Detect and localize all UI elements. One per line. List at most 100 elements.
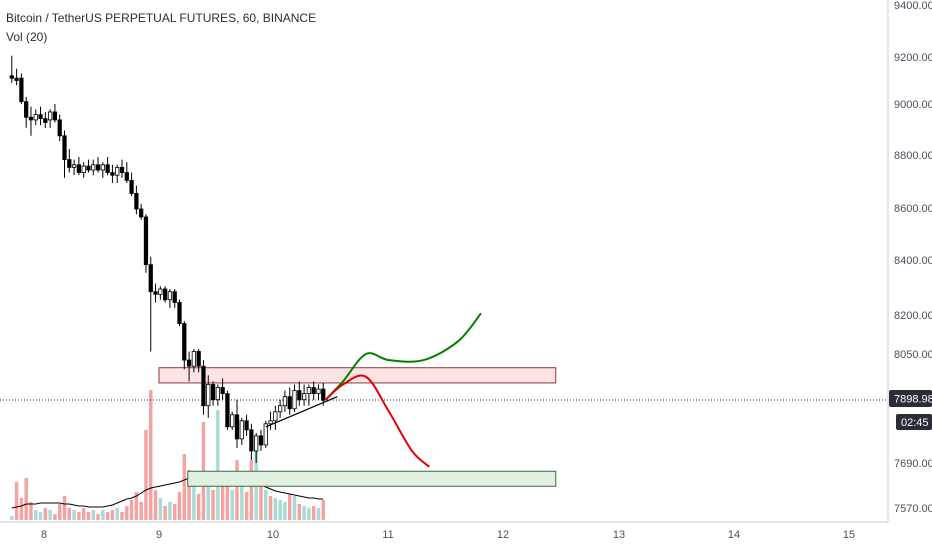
volume-bar <box>196 494 201 520</box>
volume-bar <box>62 496 67 520</box>
candle-body <box>287 396 292 410</box>
candle <box>43 111 48 128</box>
candle <box>301 384 307 406</box>
price-tick: 8800.00 <box>894 150 932 162</box>
support-zone <box>187 470 557 487</box>
volume-bar <box>158 498 163 520</box>
candle-body <box>91 164 96 171</box>
volume-bar <box>34 510 38 520</box>
time-tick: 15 <box>843 529 855 541</box>
candle <box>95 157 101 173</box>
candle <box>48 109 53 128</box>
candle-body <box>43 118 48 123</box>
volume-bar <box>216 410 220 520</box>
candle-body <box>306 387 312 394</box>
price-tick: 9000.00 <box>894 99 932 111</box>
candle <box>14 68 19 86</box>
candle-body <box>268 420 273 425</box>
candle <box>230 411 235 430</box>
candle-body <box>249 429 254 452</box>
time-tick: 8 <box>41 529 47 541</box>
candle <box>258 429 264 451</box>
candle-body <box>263 423 268 446</box>
volume-bar <box>225 476 230 520</box>
candle-body <box>129 179 134 194</box>
price-axis[interactable]: 9400.00 9200.00 9000.00 8800.00 8600.00 … <box>894 0 932 515</box>
candle-body <box>48 111 53 121</box>
time-tick: 12 <box>497 529 509 541</box>
candle-body <box>71 164 77 168</box>
candle-body <box>119 166 125 173</box>
volume-bar <box>129 500 134 520</box>
candle-body <box>244 420 249 431</box>
candle-body <box>220 387 225 394</box>
time-tick: 11 <box>382 529 393 541</box>
candle-body <box>186 359 192 367</box>
current-price-text: 7898.98 <box>894 394 932 406</box>
current-price-label: 7898.98 02:45 <box>889 390 932 430</box>
candle <box>163 286 168 303</box>
candle-body <box>148 264 153 293</box>
volume-bar <box>24 478 28 520</box>
candle-body <box>24 101 29 118</box>
volume-bar <box>43 508 48 520</box>
candle-body <box>191 351 197 367</box>
candle <box>167 289 173 308</box>
candle <box>210 381 216 406</box>
candle-body <box>297 390 302 401</box>
candle <box>225 390 230 430</box>
candle-body <box>196 351 201 367</box>
volume-bar <box>53 514 57 520</box>
price-tick: 9200.00 <box>894 52 932 64</box>
candle-body <box>177 302 182 325</box>
volume-bar <box>153 490 158 520</box>
candle-body <box>234 414 240 440</box>
countdown-text: 02:45 <box>901 417 929 429</box>
volume-bar <box>273 498 278 520</box>
volume-bar <box>187 470 191 520</box>
candle <box>86 159 91 173</box>
candle-body <box>182 323 187 361</box>
candle-body <box>301 393 307 401</box>
candle-body <box>143 216 149 266</box>
candle <box>129 172 134 196</box>
volume-bar <box>283 502 287 520</box>
drawings-layer <box>265 312 482 468</box>
candle <box>172 289 177 308</box>
candle-body <box>201 365 206 407</box>
volume-bar <box>311 506 316 520</box>
candle-body <box>292 390 297 410</box>
volume-bar <box>48 510 52 520</box>
volume-pane <box>10 390 325 520</box>
candle <box>115 164 120 183</box>
candle-body <box>52 111 58 121</box>
candle <box>143 214 149 273</box>
candle <box>268 411 273 430</box>
time-axis[interactable]: 8 9 10 11 12 13 14 15 <box>41 529 855 541</box>
candle <box>273 405 278 430</box>
candle-body <box>311 387 316 394</box>
candle <box>249 423 254 460</box>
volume-bar <box>14 482 19 520</box>
volume-bar <box>105 512 110 520</box>
candle-body <box>9 75 14 79</box>
candle-body <box>33 114 38 121</box>
candle-body <box>210 384 216 401</box>
candle-body <box>163 288 168 301</box>
candle-body <box>62 135 67 161</box>
candle-body <box>19 77 24 103</box>
volume-indicator-label[interactable]: Vol (20) <box>6 30 48 44</box>
candle <box>182 321 187 370</box>
candle <box>62 130 67 178</box>
candle-body <box>215 387 220 401</box>
volume-bar <box>86 512 91 520</box>
candle <box>52 104 58 123</box>
candle-body <box>153 291 158 295</box>
volume-ma-line <box>11 473 324 509</box>
volume-bar <box>101 510 105 520</box>
candle-body <box>115 166 120 176</box>
candle <box>38 106 43 126</box>
candles-layer <box>9 55 326 463</box>
